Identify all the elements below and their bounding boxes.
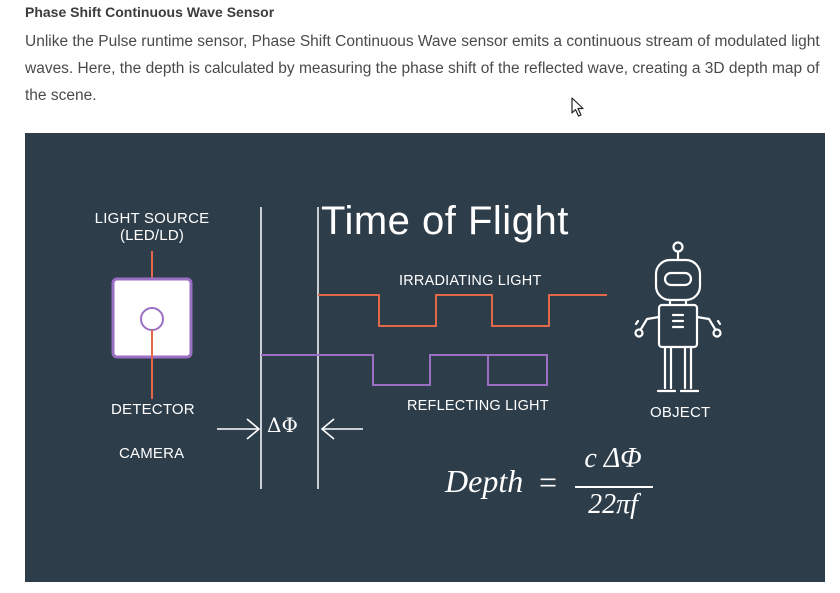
fraction-bar [575,486,653,488]
depth-equation-equals: = [539,464,558,500]
mouse-pointer-icon [571,97,584,117]
robot-icon [634,241,722,393]
reflecting-light-label: REFLECTING LIGHT [407,398,549,414]
object-label: OBJECT [650,404,711,421]
camera-sensor-icon [111,251,193,399]
irradiating-light-label: IRRADIATING LIGHT [399,273,542,289]
phase-shift-symbol: ΔΦ [267,413,298,437]
figure-title: Time of Flight [321,199,569,243]
camera-label: CAMERA [119,445,185,462]
reflecting-wave [261,354,548,386]
section-title: Phase Shift Continuous Wave Sensor [25,4,275,20]
figure-graphics [111,207,722,489]
time-of-flight-figure: LIGHT SOURCE (LED/LD) DETECTOR CAMERA Ti… [25,133,825,582]
irradiating-wave [318,294,607,327]
intro-paragraph: Unlike the Pulse runtime sensor, Phase S… [25,33,820,104]
detector-label: DETECTOR [111,401,195,418]
phase-shift-arrows [217,418,363,440]
depth-equation-lhs: Depth [445,463,524,499]
depth-equation-numerator: c ΔΦ [584,443,642,474]
light-source-label: LIGHT SOURCE (LED/LD) [94,210,210,244]
depth-equation-denominator: 22πf [588,489,638,520]
